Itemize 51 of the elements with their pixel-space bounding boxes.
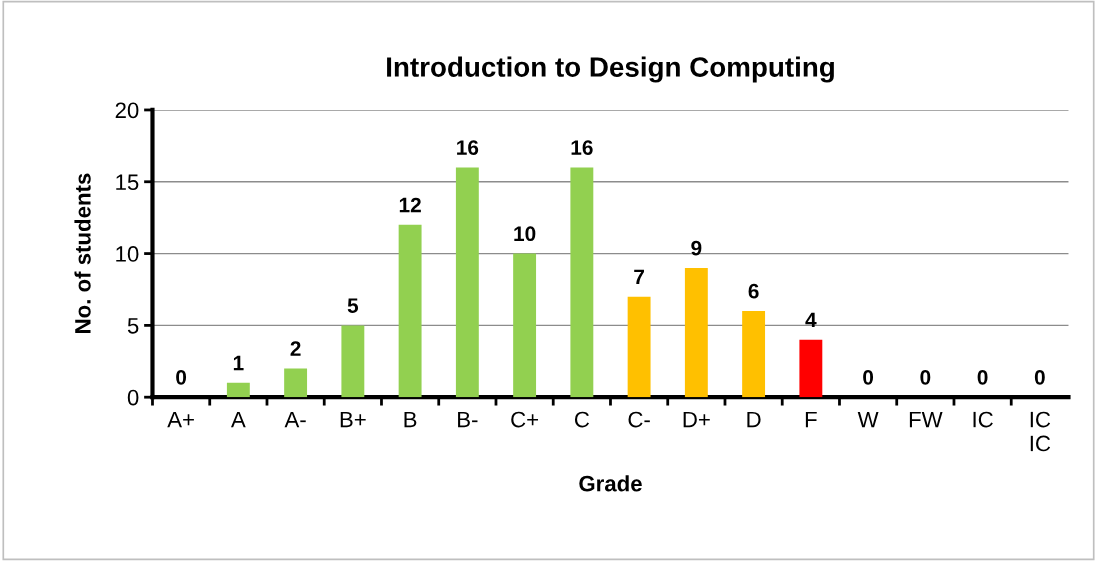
- bar: [226, 382, 250, 398]
- x-tick-label: F: [805, 411, 817, 428]
- data-label: 0: [176, 369, 187, 385]
- bar: [398, 224, 422, 398]
- data-label: 7: [634, 269, 644, 284]
- y-axis-title: No. of students: [74, 173, 91, 333]
- x-tick-label: A+: [167, 411, 194, 428]
- bar: [684, 267, 708, 398]
- y-tick-label: 15: [116, 174, 139, 191]
- x-tick-label: IC: [973, 411, 993, 428]
- x-tick-label: D: [747, 411, 761, 428]
- x-tick-label: A: [230, 411, 246, 428]
- x-tick-label: B+: [340, 411, 366, 428]
- x-tick-label: W: [857, 411, 879, 428]
- y-tick-label: 5: [127, 318, 139, 334]
- x-tick-label: C+: [511, 411, 539, 428]
- bar: [799, 339, 823, 398]
- bar: [455, 167, 479, 398]
- x-tick-label: C-: [628, 411, 650, 428]
- bar: [742, 311, 766, 398]
- x-tick-label: C: [574, 411, 590, 428]
- data-label: 6: [748, 283, 759, 299]
- chart-title: Introduction to Design Computing: [387, 56, 834, 83]
- x-tick-label: IC IC: [1030, 411, 1051, 452]
- x-tick-label: FW: [909, 411, 943, 428]
- data-label: 9: [691, 240, 702, 256]
- data-label: 0: [977, 369, 988, 385]
- bar: [284, 368, 308, 398]
- data-label: 5: [347, 298, 359, 313]
- data-label: 0: [920, 369, 931, 385]
- x-tick-label: B-: [458, 411, 478, 428]
- data-label: 0: [863, 369, 874, 385]
- bar: [341, 325, 365, 398]
- y-tick-label: 20: [115, 102, 139, 119]
- bar: [513, 253, 537, 398]
- x-axis-title: Grade: [579, 475, 642, 492]
- x-tick-label: D+: [683, 411, 710, 428]
- data-label: 1: [233, 355, 244, 371]
- data-label: 2: [290, 341, 301, 356]
- data-label: 16: [571, 140, 593, 155]
- x-tick-label: B: [404, 411, 417, 428]
- y-tick-label: 10: [116, 246, 139, 262]
- data-label: 16: [457, 140, 479, 155]
- data-label: 12: [399, 197, 421, 213]
- x-tick-label: A-: [284, 411, 306, 428]
- bar: [627, 296, 651, 398]
- data-label: 10: [514, 226, 536, 242]
- bar: [570, 167, 594, 398]
- y-tick-label: 0: [127, 389, 139, 406]
- data-label: 0: [1034, 369, 1045, 385]
- data-label: 4: [805, 312, 817, 328]
